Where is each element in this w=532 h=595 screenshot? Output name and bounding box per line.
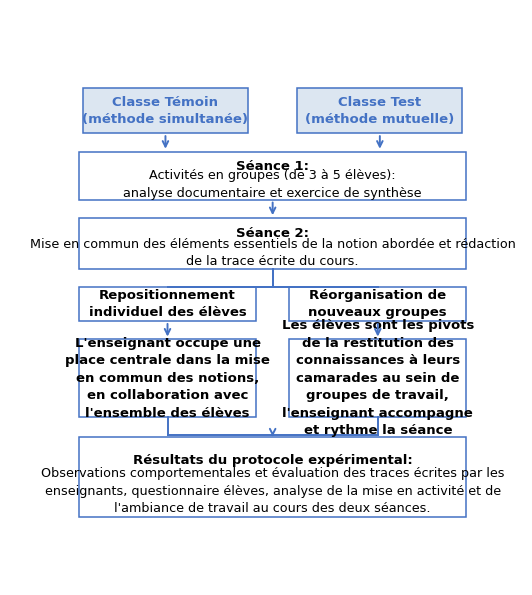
FancyBboxPatch shape (83, 88, 248, 133)
FancyBboxPatch shape (79, 218, 467, 270)
Text: Les élèves sont les pivots
de la restitution des
connaissances à leurs
camarades: Les élèves sont les pivots de la restitu… (281, 320, 474, 437)
FancyBboxPatch shape (79, 339, 256, 417)
FancyBboxPatch shape (79, 287, 256, 321)
Text: Séance 1:: Séance 1: (236, 159, 309, 173)
Text: Classe Test
(méthode mutuelle): Classe Test (méthode mutuelle) (305, 96, 454, 126)
FancyBboxPatch shape (289, 287, 467, 321)
FancyBboxPatch shape (289, 339, 467, 417)
Text: Classe Témoin
(méthode simultanée): Classe Témoin (méthode simultanée) (82, 96, 248, 126)
FancyBboxPatch shape (297, 88, 462, 133)
Text: Activités en groupes (de 3 à 5 élèves):
analyse documentaire et exercice de synt: Activités en groupes (de 3 à 5 élèves): … (123, 169, 422, 199)
Text: L'enseignant occupe une
place centrale dans la mise
en commun des notions,
en co: L'enseignant occupe une place centrale d… (65, 337, 270, 420)
Text: Séance 2:: Séance 2: (236, 227, 309, 240)
Text: Mise en commun des éléments essentiels de la notion abordée et rédaction
de la t: Mise en commun des éléments essentiels d… (30, 237, 516, 268)
Text: Observations comportementales et évaluation des traces écrites par les
enseignan: Observations comportementales et évaluat… (41, 467, 504, 515)
Text: Repositionnement
individuel des élèves: Repositionnement individuel des élèves (89, 289, 246, 319)
Text: Résultats du protocole expérimental:: Résultats du protocole expérimental: (133, 454, 412, 467)
FancyBboxPatch shape (79, 437, 467, 516)
Text: Réorganisation de
nouveaux groupes: Réorganisation de nouveaux groupes (309, 289, 447, 319)
FancyBboxPatch shape (79, 152, 467, 200)
